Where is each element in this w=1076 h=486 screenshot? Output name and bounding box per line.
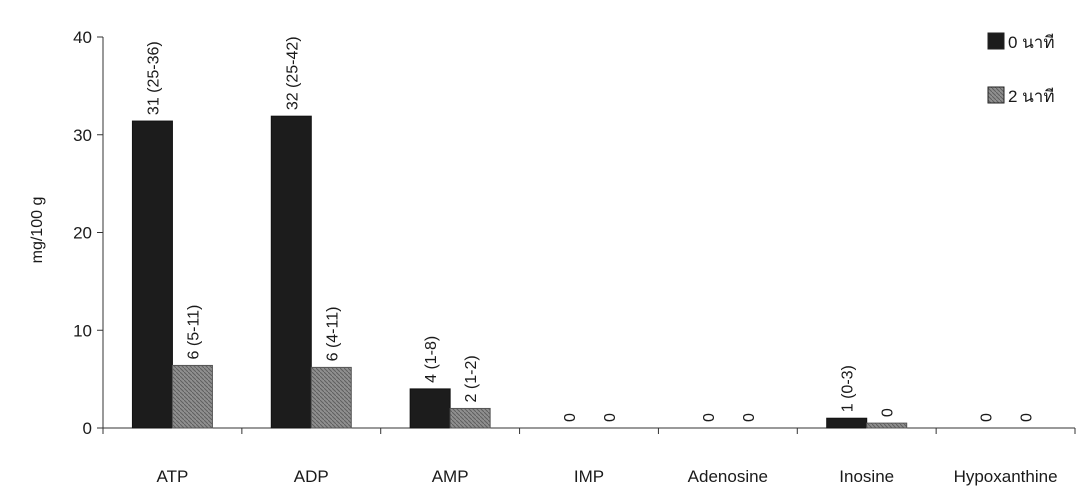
bar-series-2: [310, 366, 352, 429]
x-category-label: ADP: [294, 467, 329, 486]
legend-label: 0 นาที: [1008, 33, 1055, 52]
data-label: 0: [701, 413, 718, 422]
y-tick-label: 10: [73, 321, 92, 340]
data-label: 0: [880, 408, 897, 417]
x-category-label: Inosine: [839, 467, 894, 486]
legend: 0 นาที 2 นาที: [987, 32, 1055, 106]
y-tick-label: 40: [73, 28, 92, 47]
bar-series-1: [409, 388, 451, 429]
data-label: 0: [1019, 413, 1036, 422]
x-category-label: Hypoxanthine: [954, 467, 1058, 486]
bar-series-2: [449, 407, 491, 429]
y-tick-label: 30: [73, 126, 92, 145]
bar-series-1: [131, 120, 173, 429]
plot-area: 0 10 20 30 40 ATP ADP AMP IMP Adenosine Inosine Hyp…: [73, 28, 1076, 486]
legend-swatch: [987, 86, 1005, 104]
data-label: 32 (25-42): [284, 36, 301, 110]
x-category-label: ATP: [157, 467, 189, 486]
bar-series-1: [826, 417, 868, 429]
y-tick-label: 20: [73, 224, 92, 243]
x-category-label: IMP: [574, 467, 604, 486]
bar-series-2: [866, 422, 908, 429]
legend-swatch: [987, 32, 1005, 50]
bar-series-1: [270, 115, 312, 429]
data-label: 6 (5-11): [185, 305, 202, 360]
legend-label: 2 นาที: [1008, 87, 1055, 106]
data-label: 0: [741, 413, 758, 422]
y-tick-label: 0: [83, 419, 92, 438]
data-label: 0: [562, 413, 579, 422]
data-label: 0: [979, 413, 996, 422]
x-category-label: AMP: [432, 467, 469, 486]
data-label: 2 (1-2): [463, 355, 480, 402]
x-category-label: Adenosine: [688, 467, 768, 486]
data-label: 4 (1-8): [423, 336, 440, 383]
bar-series-2: [171, 364, 213, 429]
y-axis-label: mg/100 g: [29, 197, 46, 264]
data-label: 6 (4-11): [324, 307, 341, 362]
data-label: 1 (0-3): [840, 365, 857, 412]
data-label: 31 (25-36): [145, 41, 162, 115]
data-label: 0: [602, 413, 619, 422]
